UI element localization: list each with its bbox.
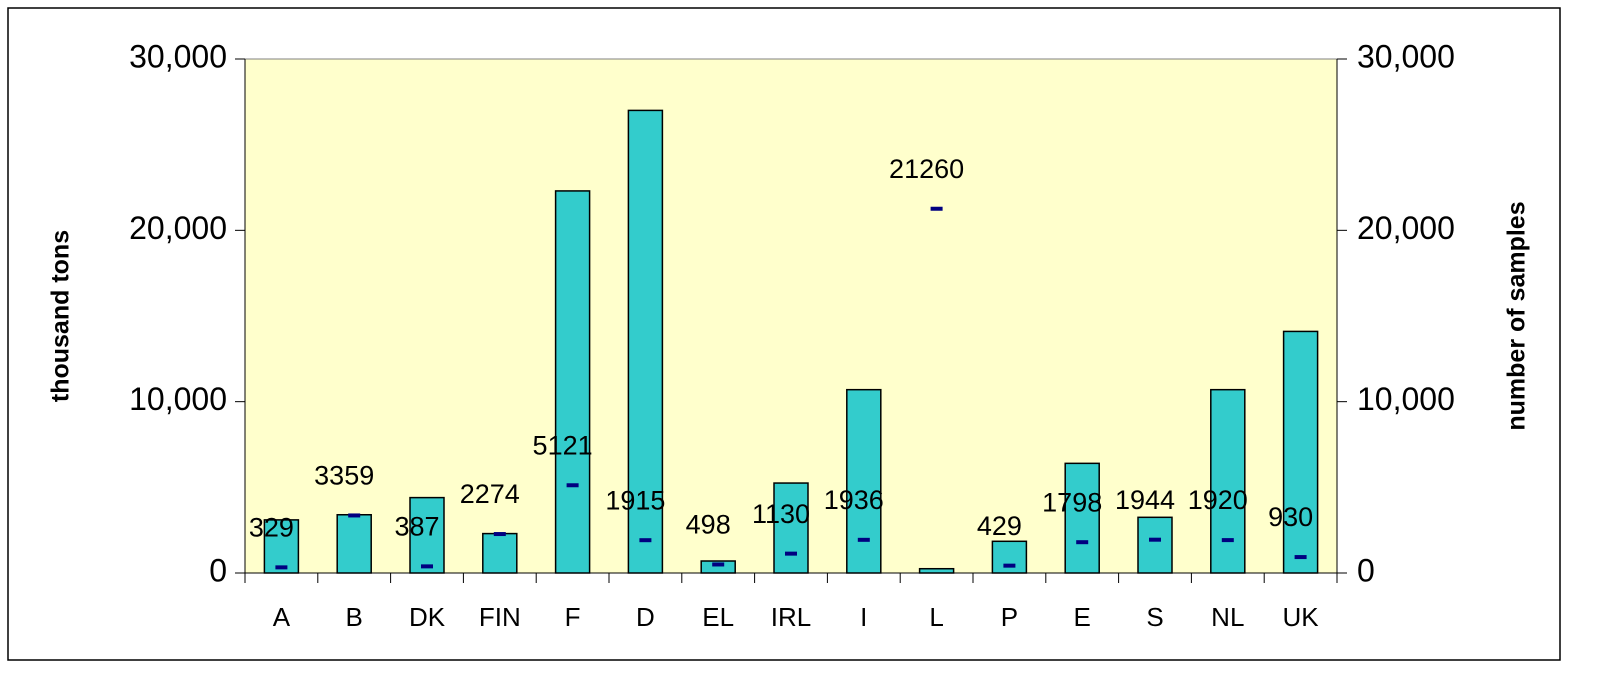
value-label: 429	[977, 511, 1022, 541]
x-tick-label: I	[860, 602, 867, 632]
x-tick-label: L	[929, 602, 943, 632]
x-tick-label: UK	[1283, 602, 1320, 632]
y2-tick-label: 20,000	[1357, 210, 1455, 246]
bar	[991, 540, 1028, 574]
bar	[482, 532, 518, 574]
x-tick-label: E	[1074, 602, 1091, 632]
value-label: 3359	[314, 461, 374, 491]
y2-tick-label: 30,000	[1357, 38, 1455, 74]
value-label: 387	[394, 511, 439, 541]
bar	[773, 482, 809, 574]
value-label: 498	[686, 510, 731, 540]
x-tick-label: S	[1146, 602, 1163, 632]
bar	[336, 513, 372, 574]
x-tick-label: B	[346, 602, 363, 632]
bar	[1210, 388, 1246, 574]
marker	[1003, 563, 1016, 568]
bar	[409, 496, 445, 574]
bar	[700, 560, 736, 574]
y-tick-label: 30,000	[129, 38, 227, 74]
marker	[1221, 538, 1234, 543]
y2-axis-label: number of samples	[1503, 201, 1531, 430]
bar	[1137, 516, 1173, 574]
y-axis-label: thousand tons	[47, 230, 75, 402]
marker	[566, 483, 579, 488]
value-label: 1798	[1042, 487, 1102, 517]
value-label: 1130	[752, 499, 810, 529]
value-label: 21260	[889, 154, 964, 184]
y-tick-label: 20,000	[129, 210, 227, 246]
bar	[627, 109, 664, 574]
bar	[918, 567, 955, 574]
value-label: 329	[249, 512, 294, 542]
value-label: 1915	[605, 485, 665, 515]
x-tick-label: NL	[1211, 602, 1244, 632]
x-tick-label: P	[1001, 602, 1018, 632]
x-tick-label: D	[636, 602, 655, 632]
marker	[857, 537, 870, 542]
x-tick-label: FIN	[479, 602, 521, 632]
marker	[785, 551, 797, 556]
marker	[1294, 555, 1307, 560]
bar	[1282, 330, 1319, 574]
marker	[493, 532, 506, 537]
value-label: 1920	[1188, 485, 1248, 515]
marker	[275, 565, 288, 570]
value-label: 930	[1268, 502, 1313, 532]
y2-tick-label: 10,000	[1357, 381, 1455, 417]
value-label: 5121	[533, 430, 593, 460]
x-tick-label: EL	[702, 602, 734, 632]
y2-tick-label: 0	[1357, 552, 1375, 588]
bar	[263, 519, 300, 574]
marker	[712, 562, 725, 567]
marker	[1076, 540, 1089, 545]
x-tick-label: IRL	[771, 602, 811, 632]
bar	[554, 190, 591, 574]
value-label: 2274	[460, 479, 520, 509]
value-label: 1944	[1115, 485, 1175, 515]
marker	[639, 538, 652, 543]
marker	[421, 564, 433, 569]
x-tick-label: F	[565, 602, 581, 632]
y-tick-label: 0	[209, 552, 227, 588]
marker	[930, 206, 943, 211]
bar	[846, 388, 882, 574]
x-tick-label: DK	[409, 602, 446, 632]
x-tick-label: A	[273, 602, 291, 632]
marker	[1149, 537, 1161, 542]
bar	[1064, 462, 1100, 574]
value-label: 1936	[824, 485, 884, 515]
marker	[348, 513, 361, 518]
y-tick-label: 10,000	[129, 381, 227, 417]
